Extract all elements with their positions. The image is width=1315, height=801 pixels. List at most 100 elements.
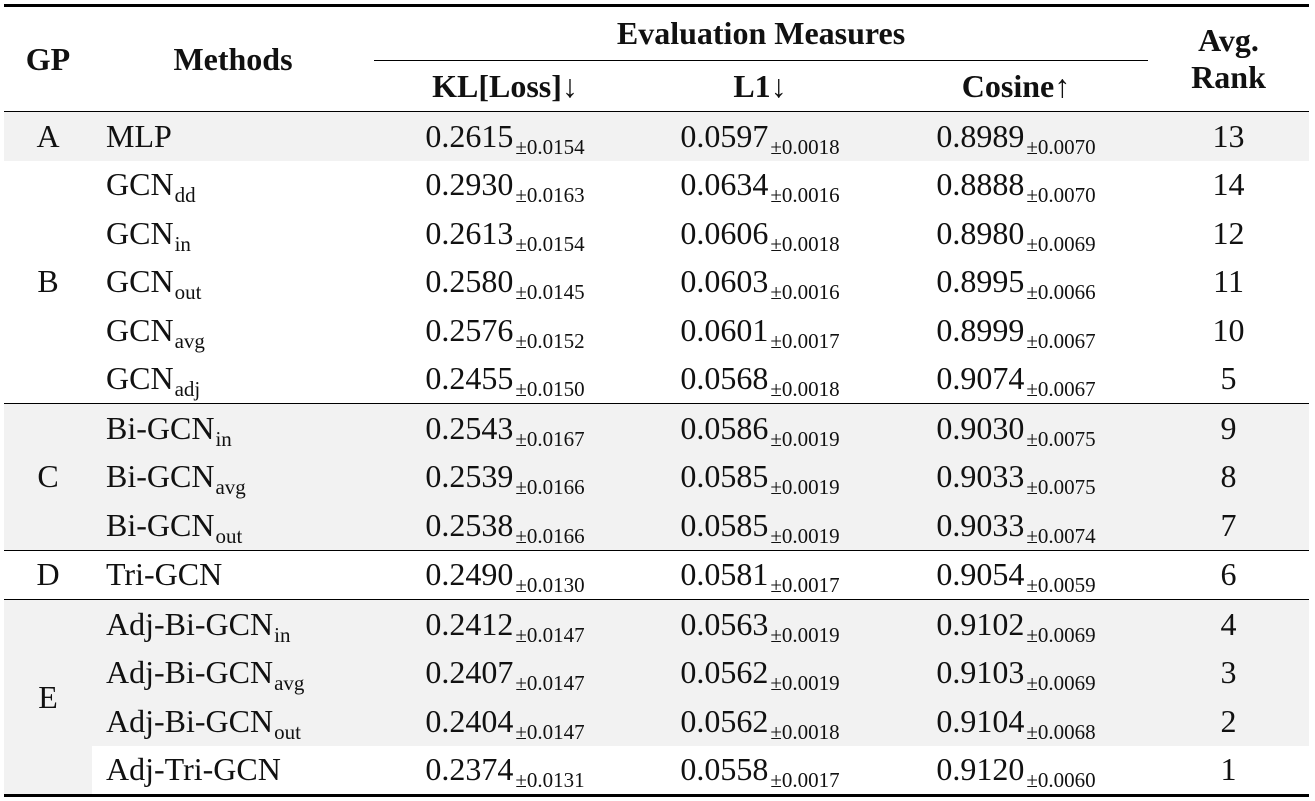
group-label: D xyxy=(4,549,92,600)
cosine-value-std: ±0.0069 xyxy=(1026,231,1096,256)
kl-value-std: ±0.0130 xyxy=(515,573,585,598)
cosine-value-cell: 0.9120±0.0060 xyxy=(884,746,1148,796)
method-subscript: avg xyxy=(215,475,246,500)
method-subscript: out xyxy=(215,523,243,548)
cosine-value-cell: 0.8888±0.0070 xyxy=(884,161,1148,210)
header-cosine: Cosine↑ xyxy=(884,60,1149,112)
kl-value-cell: 0.2404±0.0147 xyxy=(374,697,636,746)
cosine-value: 0.9104 xyxy=(936,702,1025,739)
l1-value-std: ±0.0018 xyxy=(770,134,840,159)
kl-value: 0.2930 xyxy=(425,166,514,203)
kl-value-cell: 0.2407±0.0147 xyxy=(374,648,636,697)
l1-value-std: ±0.0017 xyxy=(770,328,840,353)
kl-value: 0.2580 xyxy=(425,263,514,300)
header-row-1: GP Methods Evaluation Measures Avg. Rank xyxy=(4,5,1310,112)
cosine-value-cell: 0.9033±0.0074 xyxy=(884,501,1149,550)
cosine-value: 0.8989 xyxy=(936,117,1025,154)
kl-value: 0.2412 xyxy=(425,605,514,642)
avg-rank-value: 8 xyxy=(1148,452,1310,501)
cosine-value: 0.9074 xyxy=(936,360,1025,397)
l1-value: 0.0601 xyxy=(680,311,769,348)
avg-rank-value: 6 xyxy=(1148,549,1310,600)
cosine-value-cell: 0.8980±0.0069 xyxy=(884,209,1148,258)
kl-value-std: ±0.0150 xyxy=(515,377,585,402)
kl-value-cell: 0.2538±0.0166 xyxy=(374,501,636,550)
l1-value-cell: 0.0585±0.0019 xyxy=(636,501,884,550)
l1-value-cell: 0.0568±0.0018 xyxy=(636,355,884,404)
method-name: Bi-GCN xyxy=(106,409,215,446)
cosine-value-std: ±0.0069 xyxy=(1026,671,1096,696)
method-cell: Tri-GCN xyxy=(92,549,374,600)
method-cell: Bi-GCNout xyxy=(92,501,374,550)
avg-rank-value: 1 xyxy=(1220,751,1237,788)
kl-value-cell: 0.2455±0.0150 xyxy=(374,355,636,404)
l1-value-std: ±0.0019 xyxy=(770,475,840,500)
cosine-value: 0.8980 xyxy=(936,214,1025,251)
l1-value: 0.0585 xyxy=(680,458,769,495)
kl-value-cell: 0.2374±0.0131 xyxy=(374,746,636,796)
group-label: C xyxy=(4,403,92,550)
kl-value-std: ±0.0154 xyxy=(515,231,585,256)
cosine-value: 0.8999 xyxy=(936,311,1025,348)
avg-rank-value: 14 xyxy=(1212,166,1245,203)
header-evaluation-measures: Evaluation Measures xyxy=(374,5,1149,61)
l1-value: 0.0563 xyxy=(680,605,769,642)
method-name: Adj-Bi-GCN xyxy=(106,702,274,739)
l1-value-std: ±0.0016 xyxy=(770,280,840,305)
method-name: GCN xyxy=(106,263,174,300)
cosine-value-cell: 0.8995±0.0066 xyxy=(884,258,1148,307)
cosine-value-std: ±0.0066 xyxy=(1026,280,1096,305)
cosine-value: 0.9033 xyxy=(936,458,1025,495)
cosine-value-cell: 0.9030±0.0075 xyxy=(884,403,1149,453)
l1-value: 0.0597 xyxy=(680,117,769,154)
method-name: Tri-GCN xyxy=(106,556,223,593)
l1-value-std: ±0.0017 xyxy=(770,768,840,793)
method-name: Bi-GCN xyxy=(106,506,215,543)
header-l1: L1↓ xyxy=(636,60,884,112)
method-subscript: in xyxy=(215,426,232,451)
cosine-value-std: ±0.0074 xyxy=(1026,523,1096,548)
avg-rank-value: 12 xyxy=(1212,214,1245,251)
avg-rank-value: 7 xyxy=(1148,501,1310,550)
method-cell: GCNout xyxy=(92,258,374,307)
cosine-value: 0.9030 xyxy=(936,409,1025,446)
cosine-value-std: ±0.0070 xyxy=(1026,134,1096,159)
cosine-value-cell: 0.8989±0.0070 xyxy=(884,111,1149,161)
l1-value-std: ±0.0019 xyxy=(770,671,840,696)
kl-value: 0.2615 xyxy=(425,117,514,154)
l1-value-cell: 0.0606±0.0018 xyxy=(636,209,884,258)
cosine-value-std: ±0.0060 xyxy=(1026,768,1096,793)
method-subscript: avg xyxy=(174,328,205,353)
method-cell: Adj-Bi-GCNin xyxy=(92,599,374,649)
table-row: GCNadj 0.2455±0.0150 0.0568±0.0018 0.9074±0… xyxy=(4,355,1309,404)
method-cell: Bi-GCNavg xyxy=(92,452,374,501)
kl-value-cell: 0.2412±0.0147 xyxy=(374,599,636,649)
table-row: B GCNdd 0.2930±0.0163 0.0634±0.0016 0.8888±0… xyxy=(4,161,1309,299)
kl-value-cell: 0.2580±0.0145 xyxy=(374,258,636,307)
l1-value-std: ±0.0018 xyxy=(770,377,840,402)
method-subscript: in xyxy=(174,231,191,256)
avg-rank-value: 11 xyxy=(1213,263,1244,300)
l1-value-std: ±0.0019 xyxy=(770,622,840,647)
l1-value: 0.0581 xyxy=(680,556,769,593)
table-row: Adj-Bi-GCNavg 0.2407±0.0147 0.0562±0.0019 0… xyxy=(4,648,1310,697)
l1-value-cell: 0.0585±0.0019 xyxy=(636,452,884,501)
method-cell: GCNdd xyxy=(92,161,374,210)
method-cell: MLP xyxy=(92,111,374,161)
method-name: MLP xyxy=(106,117,172,154)
header-kl: KL[Loss]↓ xyxy=(374,60,636,112)
l1-value-std: ±0.0019 xyxy=(770,523,840,548)
avg-rank-value: 2 xyxy=(1148,697,1310,746)
header-gp: GP xyxy=(4,5,92,112)
kl-value-std: ±0.0152 xyxy=(515,328,585,353)
kl-value: 0.2543 xyxy=(425,409,514,446)
cosine-value-std: ±0.0075 xyxy=(1026,426,1096,451)
l1-value-cell: 0.0601±0.0017 xyxy=(636,306,884,355)
method-name: GCN xyxy=(106,214,174,251)
l1-value: 0.0562 xyxy=(680,654,769,691)
cosine-value: 0.9120 xyxy=(936,751,1025,788)
cosine-value: 0.8995 xyxy=(936,263,1025,300)
l1-value-cell: 0.0586±0.0019 xyxy=(636,403,884,453)
cosine-value-cell: 0.9103±0.0069 xyxy=(884,648,1149,697)
